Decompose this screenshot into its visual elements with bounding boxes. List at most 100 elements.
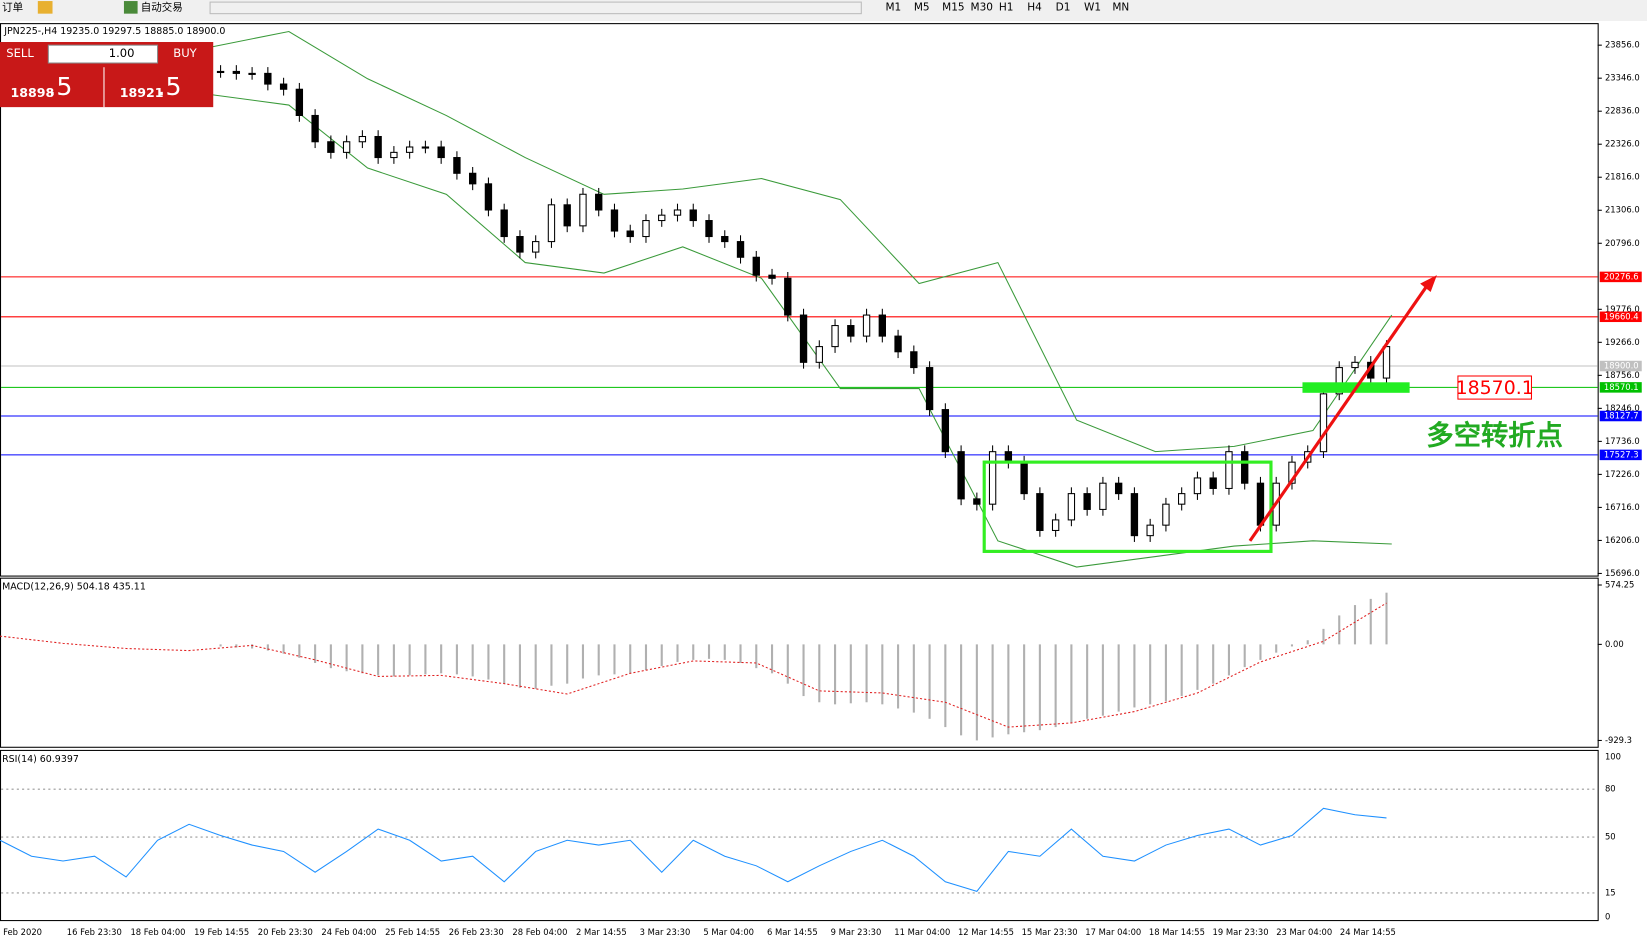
macd-bar [1259,644,1262,660]
y-tick-label: 22836.0 [1605,106,1640,116]
macd-bar [534,644,537,689]
candle [563,204,571,227]
candle [437,146,445,159]
candle [941,409,950,453]
x-tick-label: 2 Mar 14:55 [576,927,627,937]
macd-bar [613,644,616,675]
macd-bar [644,644,648,671]
timeframe-button[interactable]: M30 [971,1,993,13]
candle [358,135,367,143]
price-callout-text: 18570.1 [1456,377,1534,399]
level-label: 18900.0 [1604,361,1639,371]
buy-button[interactable]: BUY [173,46,197,60]
macd-bar [1117,644,1120,712]
macd-bar [1023,644,1026,733]
trend-arrow [1248,282,1430,542]
candle [894,335,902,353]
candle [279,83,288,90]
macd-bar [1133,644,1136,708]
candle [295,88,304,116]
macd-bar [897,644,900,709]
y-tick-label: 21306.0 [1605,205,1640,215]
candle [1036,493,1044,531]
timeframe-button[interactable]: D1 [1056,1,1071,13]
candle [547,204,556,243]
sell-button[interactable]: SELL [6,46,34,60]
candle [658,214,666,222]
y-tick-label: 0 [1605,911,1610,921]
candle [642,220,650,238]
macd-bar [849,644,852,704]
macd-bar [960,644,963,736]
y-tick-label: 21816.0 [1605,172,1640,182]
candle [1083,493,1091,510]
macd-bar [282,644,285,654]
candle [405,146,414,153]
x-tick-label: 3 Mar 23:30 [640,927,691,937]
timeframe-button[interactable]: MN [1112,1,1129,13]
timeframe-button[interactable]: H4 [1027,1,1042,13]
macd-bar [629,644,632,674]
candle [1146,524,1154,537]
macd-bar [251,644,254,649]
macd-bar [1038,644,1041,731]
macd-bar [266,644,269,651]
level-tag [1599,382,1642,393]
candle [311,114,319,143]
ask-tail[interactable]: .5 [158,72,182,101]
auto-trade-button[interactable]: 自动交易 [141,0,183,13]
toolbar [0,0,1647,22]
macd-bar [361,644,364,674]
candle [264,72,272,85]
timeframe-button[interactable]: W1 [1084,1,1101,13]
candle [1178,493,1186,505]
candle [925,367,934,411]
timeframe-button[interactable]: H1 [999,1,1014,13]
macd-bar [455,644,458,675]
candle [1051,519,1060,531]
macd-bar [676,644,679,662]
x-tick-label: 20 Feb 23:30 [258,927,313,937]
order-button[interactable]: 订单 [2,1,23,13]
macd-bar [755,644,758,669]
macd-bar [1007,644,1010,735]
macd-bar [581,644,585,679]
candle [721,236,729,243]
timeframe-button[interactable]: M1 [885,1,901,13]
arrow-head [1420,275,1437,292]
candle [736,241,745,258]
candle [1162,503,1170,526]
bid-main[interactable]: 18898 [11,85,55,100]
timeframe-button[interactable]: M15 [942,1,964,13]
y-tick-label: 16206.0 [1605,535,1640,545]
x-tick-label: 18 Feb 04:00 [130,927,185,937]
tool-icons[interactable] [209,1,862,15]
macd-bar [802,644,805,697]
candle [878,314,886,337]
x-tick-label: 28 Feb 04:00 [512,927,567,937]
y-tick-label: 100 [1605,752,1621,762]
candle [1351,361,1359,369]
icon[interactable] [123,1,138,14]
candle [973,498,981,505]
lots-value[interactable]: 1.00 [109,46,135,60]
macd-bar [1290,644,1294,647]
price-callout [1457,375,1532,400]
candle [815,346,823,363]
timeframe-button[interactable]: M5 [914,1,930,13]
macd-bar [1322,628,1325,645]
candle [468,172,477,185]
candle [342,141,351,153]
rsi-line [0,807,1387,892]
x-tick-label: 5 Mar 04:00 [703,927,754,937]
macd-bar [944,644,947,728]
candle [453,157,461,174]
macd-bar [329,644,332,669]
bid-tail[interactable]: .5 [48,72,72,101]
lots-input[interactable] [47,44,159,64]
ask-main[interactable]: 18921 [120,85,164,100]
icon[interactable] [37,1,53,14]
candle [1020,461,1028,495]
